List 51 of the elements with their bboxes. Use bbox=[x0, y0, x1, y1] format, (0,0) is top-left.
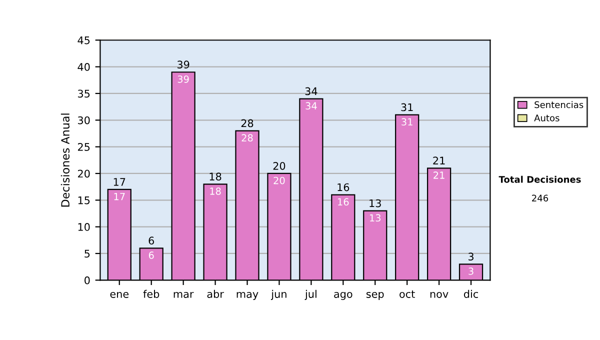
y-tick-label: 45 bbox=[78, 36, 90, 44]
y-tick-label: 25 bbox=[78, 143, 90, 151]
y-tick-label: 30 bbox=[78, 116, 90, 124]
x-tick-label: abr bbox=[207, 290, 224, 298]
x-tick-label: feb bbox=[143, 290, 160, 298]
y-tick-label: 35 bbox=[78, 90, 90, 98]
y-tick-label: 20 bbox=[78, 170, 90, 178]
data-label: 20 bbox=[274, 176, 285, 184]
data-label: 21 bbox=[434, 172, 444, 179]
x-tick-label: may bbox=[236, 292, 258, 300]
total-label: 16 bbox=[338, 183, 350, 192]
y-tick-label: 15 bbox=[78, 196, 90, 204]
text: Total Decisiones bbox=[498, 176, 581, 183]
data-label: 6 bbox=[148, 252, 154, 259]
x-tick-label: ene bbox=[110, 292, 129, 298]
data-label: 13 bbox=[370, 214, 381, 222]
data-label: 28 bbox=[242, 134, 253, 142]
x-tick-label: jun bbox=[270, 290, 286, 300]
total-label: 31 bbox=[401, 103, 413, 112]
x-tick-label: mar bbox=[174, 292, 194, 298]
total-label: 21 bbox=[433, 156, 445, 164]
x-tick-label: jul bbox=[304, 290, 316, 300]
data-label: 31 bbox=[402, 118, 412, 126]
data-label: 17 bbox=[114, 192, 125, 200]
y-tick-label: 0 bbox=[84, 276, 90, 284]
total-label: 28 bbox=[241, 119, 254, 128]
total-label: 20 bbox=[273, 162, 286, 170]
text: 246 bbox=[532, 194, 548, 202]
data-label: 3 bbox=[468, 268, 474, 275]
y-axis-title: Decisiones Anual bbox=[60, 114, 70, 207]
y-tick-label: 5 bbox=[84, 250, 90, 258]
data-label: 39 bbox=[178, 76, 189, 83]
data-label: 18 bbox=[210, 188, 221, 195]
total-label: 6 bbox=[148, 236, 154, 245]
total-label: 18 bbox=[210, 172, 222, 181]
data-label: 34 bbox=[306, 102, 317, 110]
legend-label: Autos bbox=[534, 114, 560, 122]
x-tick-label: dic bbox=[464, 290, 478, 298]
legend-label: Sentencias bbox=[534, 101, 584, 108]
y-tick-label: 10 bbox=[78, 223, 90, 231]
x-tick-label: nov bbox=[430, 292, 448, 298]
data-label: 16 bbox=[338, 198, 349, 206]
total-label: 34 bbox=[305, 87, 318, 96]
x-tick-label: ago bbox=[334, 292, 352, 300]
total-label: 39 bbox=[177, 60, 190, 69]
x-tick-label: sep bbox=[366, 292, 384, 300]
y-tick-label: 40 bbox=[78, 63, 90, 71]
x-tick-label: oct bbox=[400, 290, 415, 298]
total-label: 17 bbox=[114, 178, 126, 186]
total-label: 13 bbox=[370, 199, 381, 208]
total-label: 3 bbox=[468, 252, 474, 261]
